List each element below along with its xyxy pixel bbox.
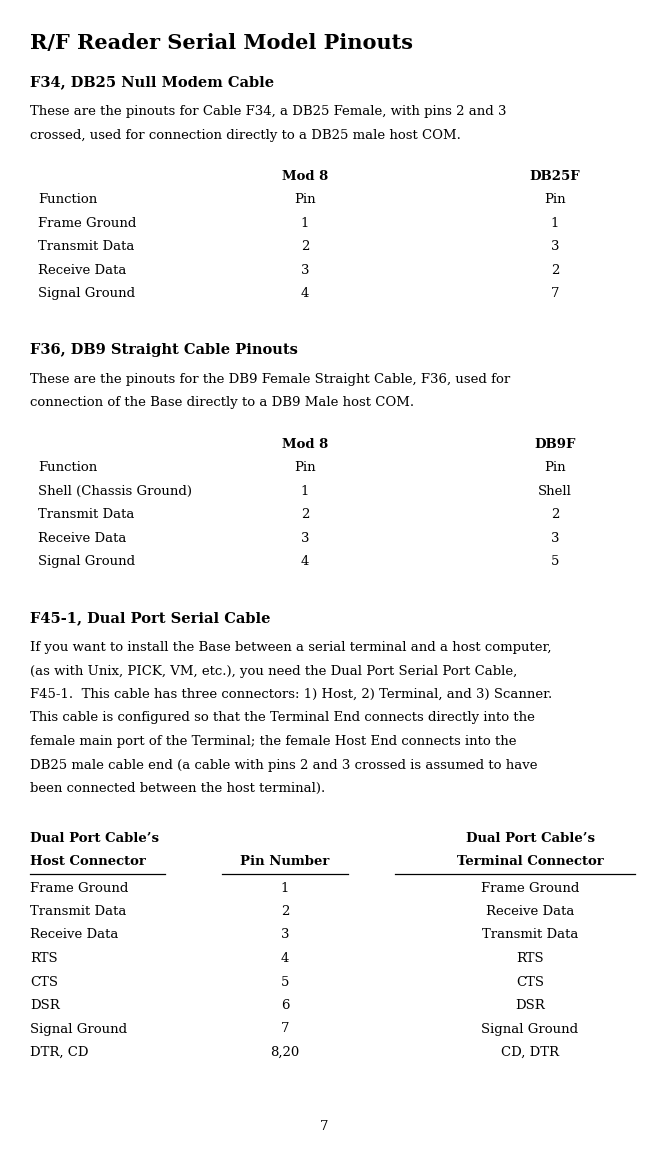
Text: connection of the Base directly to a DB9 Male host COM.: connection of the Base directly to a DB9… xyxy=(30,397,414,409)
Text: Shell (Chassis Ground): Shell (Chassis Ground) xyxy=(38,485,192,498)
Text: Signal Ground: Signal Ground xyxy=(38,556,135,568)
Text: R/F Reader Serial Model Pinouts: R/F Reader Serial Model Pinouts xyxy=(30,33,413,53)
Text: Pin: Pin xyxy=(294,461,316,475)
Text: female main port of the Terminal; the female Host End connects into the: female main port of the Terminal; the fe… xyxy=(30,734,516,748)
Text: Signal Ground: Signal Ground xyxy=(38,287,135,301)
Text: Pin: Pin xyxy=(294,194,316,206)
Text: Receive Data: Receive Data xyxy=(486,905,574,918)
Text: 7: 7 xyxy=(281,1023,289,1035)
Text: F34, DB25 Null Modem Cable: F34, DB25 Null Modem Cable xyxy=(30,75,274,89)
Text: CD, DTR: CD, DTR xyxy=(501,1046,559,1058)
Text: 4: 4 xyxy=(281,952,289,965)
Text: DB25F: DB25F xyxy=(529,169,581,183)
Text: Receive Data: Receive Data xyxy=(38,264,126,277)
Text: 2: 2 xyxy=(301,241,309,254)
Text: been connected between the host terminal).: been connected between the host terminal… xyxy=(30,782,325,796)
Text: Function: Function xyxy=(38,194,97,206)
Text: If you want to install the Base between a serial terminal and a host computer,: If you want to install the Base between … xyxy=(30,641,551,654)
Text: Frame Ground: Frame Ground xyxy=(30,882,128,895)
Text: Transmit Data: Transmit Data xyxy=(482,928,578,942)
Text: crossed, used for connection directly to a DB25 male host COM.: crossed, used for connection directly to… xyxy=(30,128,461,142)
Text: Dual Port Cable’s: Dual Port Cable’s xyxy=(465,831,594,844)
Text: 2: 2 xyxy=(281,905,289,918)
Text: Signal Ground: Signal Ground xyxy=(481,1023,579,1035)
Text: Terminal Connector: Terminal Connector xyxy=(457,856,603,868)
Text: Mod 8: Mod 8 xyxy=(282,169,328,183)
Text: 7: 7 xyxy=(319,1120,329,1133)
Text: 3: 3 xyxy=(301,264,309,277)
Text: Pin: Pin xyxy=(544,194,566,206)
Text: Transmit Data: Transmit Data xyxy=(30,905,126,918)
Text: Pin Number: Pin Number xyxy=(240,856,330,868)
Text: 1: 1 xyxy=(281,882,289,895)
Text: RTS: RTS xyxy=(516,952,544,965)
Text: Shell: Shell xyxy=(538,485,572,498)
Text: F36, DB9 Straight Cable Pinouts: F36, DB9 Straight Cable Pinouts xyxy=(30,342,298,357)
Text: 1: 1 xyxy=(551,217,559,229)
Text: 2: 2 xyxy=(551,264,559,277)
Text: 2: 2 xyxy=(551,508,559,521)
Text: DSR: DSR xyxy=(30,998,60,1012)
Text: Receive Data: Receive Data xyxy=(30,928,119,942)
Text: RTS: RTS xyxy=(30,952,58,965)
Text: Pin: Pin xyxy=(544,461,566,475)
Text: 3: 3 xyxy=(551,532,559,545)
Text: 4: 4 xyxy=(301,287,309,301)
Text: (as with Unix, PICK, VM, etc.), you need the Dual Port Serial Port Cable,: (as with Unix, PICK, VM, etc.), you need… xyxy=(30,664,517,678)
Text: DTR, CD: DTR, CD xyxy=(30,1046,89,1058)
Text: CTS: CTS xyxy=(30,975,58,988)
Text: These are the pinouts for Cable F34, a DB25 Female, with pins 2 and 3: These are the pinouts for Cable F34, a D… xyxy=(30,105,507,118)
Text: 3: 3 xyxy=(551,241,559,254)
Text: Mod 8: Mod 8 xyxy=(282,438,328,451)
Text: Transmit Data: Transmit Data xyxy=(38,508,134,521)
Text: 5: 5 xyxy=(281,975,289,988)
Text: Frame Ground: Frame Ground xyxy=(38,217,136,229)
Text: 4: 4 xyxy=(301,556,309,568)
Text: 3: 3 xyxy=(301,532,309,545)
Text: This cable is configured so that the Terminal End connects directly into the: This cable is configured so that the Ter… xyxy=(30,711,535,724)
Text: Signal Ground: Signal Ground xyxy=(30,1023,127,1035)
Text: 6: 6 xyxy=(281,998,289,1012)
Text: Frame Ground: Frame Ground xyxy=(481,882,579,895)
Text: Host Connector: Host Connector xyxy=(30,856,146,868)
Text: DB25 male cable end (a cable with pins 2 and 3 crossed is assumed to have: DB25 male cable end (a cable with pins 2… xyxy=(30,759,537,771)
Text: 7: 7 xyxy=(551,287,559,301)
Text: 3: 3 xyxy=(281,928,289,942)
Text: 1: 1 xyxy=(301,217,309,229)
Text: F45-1, Dual Port Serial Cable: F45-1, Dual Port Serial Cable xyxy=(30,611,270,625)
Text: Dual Port Cable’s: Dual Port Cable’s xyxy=(30,831,159,844)
Text: DSR: DSR xyxy=(515,998,545,1012)
Text: 5: 5 xyxy=(551,556,559,568)
Text: These are the pinouts for the DB9 Female Straight Cable, F36, used for: These are the pinouts for the DB9 Female… xyxy=(30,374,510,386)
Text: F45-1.  This cable has three connectors: 1) Host, 2) Terminal, and 3) Scanner.: F45-1. This cable has three connectors: … xyxy=(30,688,552,701)
Text: Function: Function xyxy=(38,461,97,475)
Text: Receive Data: Receive Data xyxy=(38,532,126,545)
Text: 1: 1 xyxy=(301,485,309,498)
Text: Transmit Data: Transmit Data xyxy=(38,241,134,254)
Text: 8,20: 8,20 xyxy=(270,1046,299,1058)
Text: 2: 2 xyxy=(301,508,309,521)
Text: DB9F: DB9F xyxy=(535,438,575,451)
Text: CTS: CTS xyxy=(516,975,544,988)
